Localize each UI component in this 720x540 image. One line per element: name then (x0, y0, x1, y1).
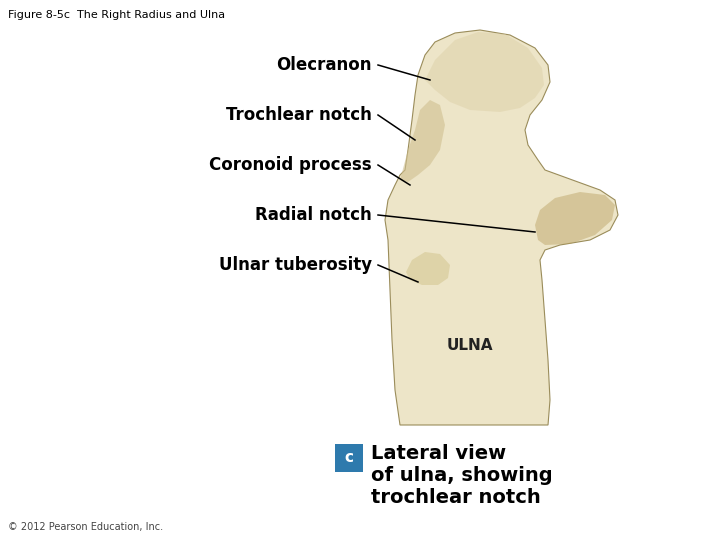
Text: Coronoid process: Coronoid process (210, 156, 372, 174)
Polygon shape (406, 252, 450, 285)
Text: ULNA: ULNA (446, 338, 493, 353)
Text: c: c (344, 450, 354, 465)
FancyBboxPatch shape (335, 444, 363, 472)
Polygon shape (535, 192, 615, 245)
Text: Radial notch: Radial notch (256, 206, 372, 224)
Text: Lateral view
of ulna, showing
trochlear notch: Lateral view of ulna, showing trochlear … (371, 444, 553, 507)
Text: © 2012 Pearson Education, Inc.: © 2012 Pearson Education, Inc. (8, 522, 163, 532)
Polygon shape (400, 100, 445, 182)
Text: Figure 8-5c  The Right Radius and Ulna: Figure 8-5c The Right Radius and Ulna (8, 10, 225, 20)
Text: Trochlear notch: Trochlear notch (226, 106, 372, 124)
Polygon shape (385, 30, 618, 425)
Text: Ulnar tuberosity: Ulnar tuberosity (219, 256, 372, 274)
Polygon shape (425, 32, 544, 112)
Text: Olecranon: Olecranon (276, 56, 372, 74)
